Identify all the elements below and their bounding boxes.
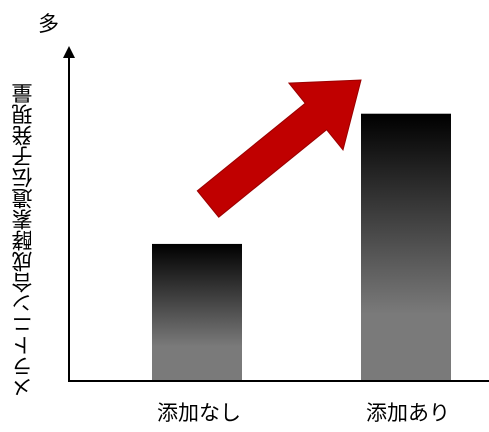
x-tick-labels: 添加なし 添加あり [157,401,450,425]
y-axis-max-label: 多 [38,12,59,36]
increase-arrow-icon [196,79,362,218]
bar-2 [361,113,451,382]
annotation-layer [196,79,362,218]
bar-1 [152,243,242,381]
bars-layer [152,113,451,382]
x-tick-label-1: 添加なし [157,401,241,425]
x-tick-label-2: 添加あり [366,401,450,425]
axes [63,46,489,382]
